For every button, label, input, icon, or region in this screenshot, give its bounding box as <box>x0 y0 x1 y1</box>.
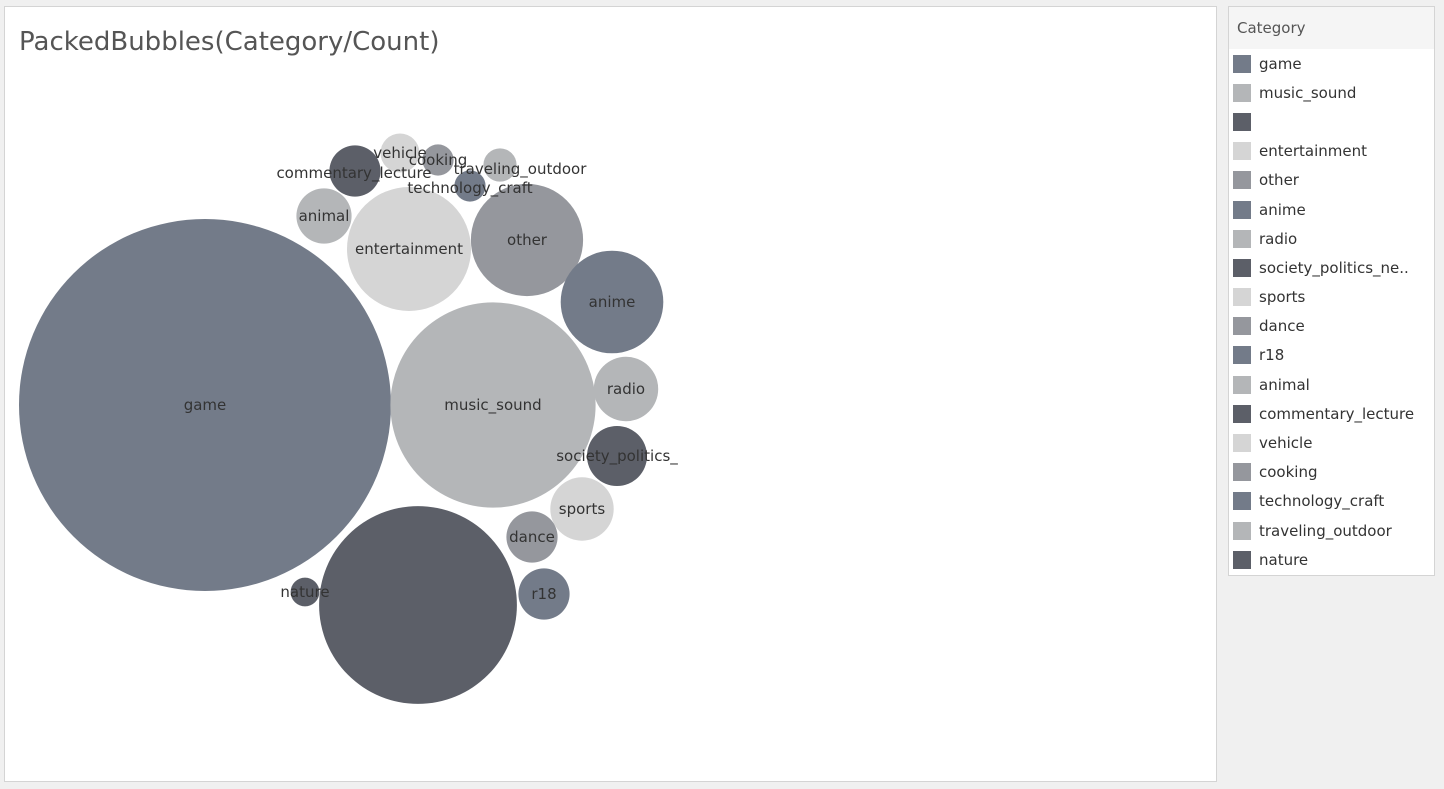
bubble-label: dance <box>509 528 555 546</box>
legend-label: animal <box>1259 375 1310 394</box>
legend-item[interactable]: society_politics_ne.. <box>1229 253 1434 282</box>
legend-swatch <box>1233 288 1251 307</box>
legend-item[interactable]: commentary_lecture <box>1229 399 1434 428</box>
legend-swatch <box>1233 142 1251 161</box>
legend-label: r18 <box>1259 346 1285 365</box>
legend-swatch <box>1233 258 1251 277</box>
legend-label: dance <box>1259 317 1305 336</box>
bubble-label: music_sound <box>444 396 541 415</box>
legend-label: music_sound <box>1259 83 1357 102</box>
chart-title: PackedBubbles(Category/Count) <box>19 27 440 57</box>
legend-item[interactable]: entertainment <box>1229 137 1434 166</box>
bubble-technology_craft[interactable] <box>454 170 486 202</box>
bubble-label: entertainment <box>355 240 463 258</box>
legend-swatch <box>1233 404 1251 423</box>
legend-swatch <box>1233 229 1251 248</box>
legend-item[interactable]: traveling_outdoor <box>1229 516 1434 545</box>
chart-pane: PackedBubbles(Category/Count) game music_… <box>4 6 1217 782</box>
bubble-label: other <box>507 231 548 249</box>
legend-label: sports <box>1259 288 1306 307</box>
bubble-label: traveling_outdoor <box>454 160 588 179</box>
bubble-vehicle[interactable] <box>380 133 420 173</box>
bubble-other[interactable] <box>470 183 584 297</box>
bubble-label: cooking <box>409 151 467 169</box>
legend-label: other <box>1259 171 1299 190</box>
legend-label: commentary_lecture <box>1259 404 1415 423</box>
legend-item[interactable]: anime <box>1229 195 1434 224</box>
legend-label: society_politics_ne.. <box>1259 258 1409 277</box>
bubble-commentary_lecture[interactable] <box>329 145 381 197</box>
bubble-radio[interactable] <box>593 356 659 422</box>
bubble-label: commentary_lecture <box>276 164 431 183</box>
bubble-label: animal <box>299 207 350 225</box>
legend-item[interactable]: radio <box>1229 224 1434 253</box>
bubble-traveling_outdoor[interactable] <box>483 148 517 182</box>
bubble-r18[interactable] <box>518 568 570 620</box>
legend-item[interactable]: nature <box>1229 545 1434 574</box>
bubble-label: vehicle <box>373 144 426 162</box>
legend-label: radio <box>1259 229 1298 248</box>
legend-item[interactable]: r18 <box>1229 341 1434 370</box>
legend-swatch <box>1233 463 1251 482</box>
legend-item[interactable]: sports <box>1229 283 1434 312</box>
bubble-anime[interactable] <box>560 250 664 354</box>
legend-swatch <box>1233 83 1251 102</box>
legend-swatch <box>1233 171 1251 190</box>
legend-item[interactable] <box>1229 107 1434 136</box>
bubble-label: society_politics_ <box>556 447 678 466</box>
legend-label: game <box>1259 54 1302 73</box>
legend-swatch <box>1233 550 1251 569</box>
bubble-nature[interactable] <box>290 577 320 607</box>
bubble-animal[interactable] <box>296 188 352 244</box>
legend-item[interactable]: animal <box>1229 370 1434 399</box>
legend-swatch <box>1233 375 1251 394</box>
bubble-label: anime <box>589 293 636 311</box>
bubble-blank[interactable] <box>319 506 517 704</box>
bubble-music_sound[interactable] <box>390 302 596 508</box>
legend-label: anime <box>1259 200 1306 219</box>
bubble-cooking[interactable] <box>422 144 454 176</box>
legend-swatch <box>1233 492 1251 511</box>
bubble-label: r18 <box>531 585 556 603</box>
legend-title: Category <box>1229 7 1434 49</box>
legend-label: traveling_outdoor <box>1259 521 1392 540</box>
legend-list: game music_sound entertainment other anime ra… <box>1229 49 1434 574</box>
bubble-label: sports <box>559 500 606 518</box>
legend-swatch <box>1233 317 1251 336</box>
bubble-sports[interactable] <box>550 477 614 541</box>
bubble-label: nature <box>280 583 329 601</box>
legend-item[interactable]: other <box>1229 166 1434 195</box>
bubble-game[interactable] <box>19 219 391 591</box>
legend-pane: Category game music_sound entertainment oth… <box>1228 6 1435 576</box>
legend-swatch <box>1233 200 1251 219</box>
legend-label: nature <box>1259 550 1309 569</box>
legend-label: vehicle <box>1259 434 1313 453</box>
legend-swatch <box>1233 434 1251 453</box>
bubble-society_politics_news[interactable] <box>587 426 647 486</box>
legend-swatch <box>1233 346 1251 365</box>
bubble-chart: game music_sound entertainment other anime ra… <box>19 133 678 704</box>
legend-item[interactable]: dance <box>1229 312 1434 341</box>
legend-item[interactable]: vehicle <box>1229 428 1434 457</box>
bubble-label: technology_craft <box>407 179 532 198</box>
legend-item[interactable]: cooking <box>1229 458 1434 487</box>
legend-item[interactable]: technology_craft <box>1229 487 1434 516</box>
legend-label: cooking <box>1259 463 1318 482</box>
bubble-label: game <box>184 396 227 414</box>
legend-item[interactable]: music_sound <box>1229 78 1434 107</box>
bubble-entertainment[interactable] <box>347 187 471 311</box>
legend-label: technology_craft <box>1259 492 1385 511</box>
legend-swatch <box>1233 54 1251 73</box>
bubble-label: radio <box>607 380 645 398</box>
legend-label: entertainment <box>1259 142 1367 161</box>
legend-swatch <box>1233 521 1251 540</box>
legend-swatch <box>1233 112 1251 131</box>
bubble-dance[interactable] <box>506 511 558 563</box>
legend-item[interactable]: game <box>1229 49 1434 78</box>
